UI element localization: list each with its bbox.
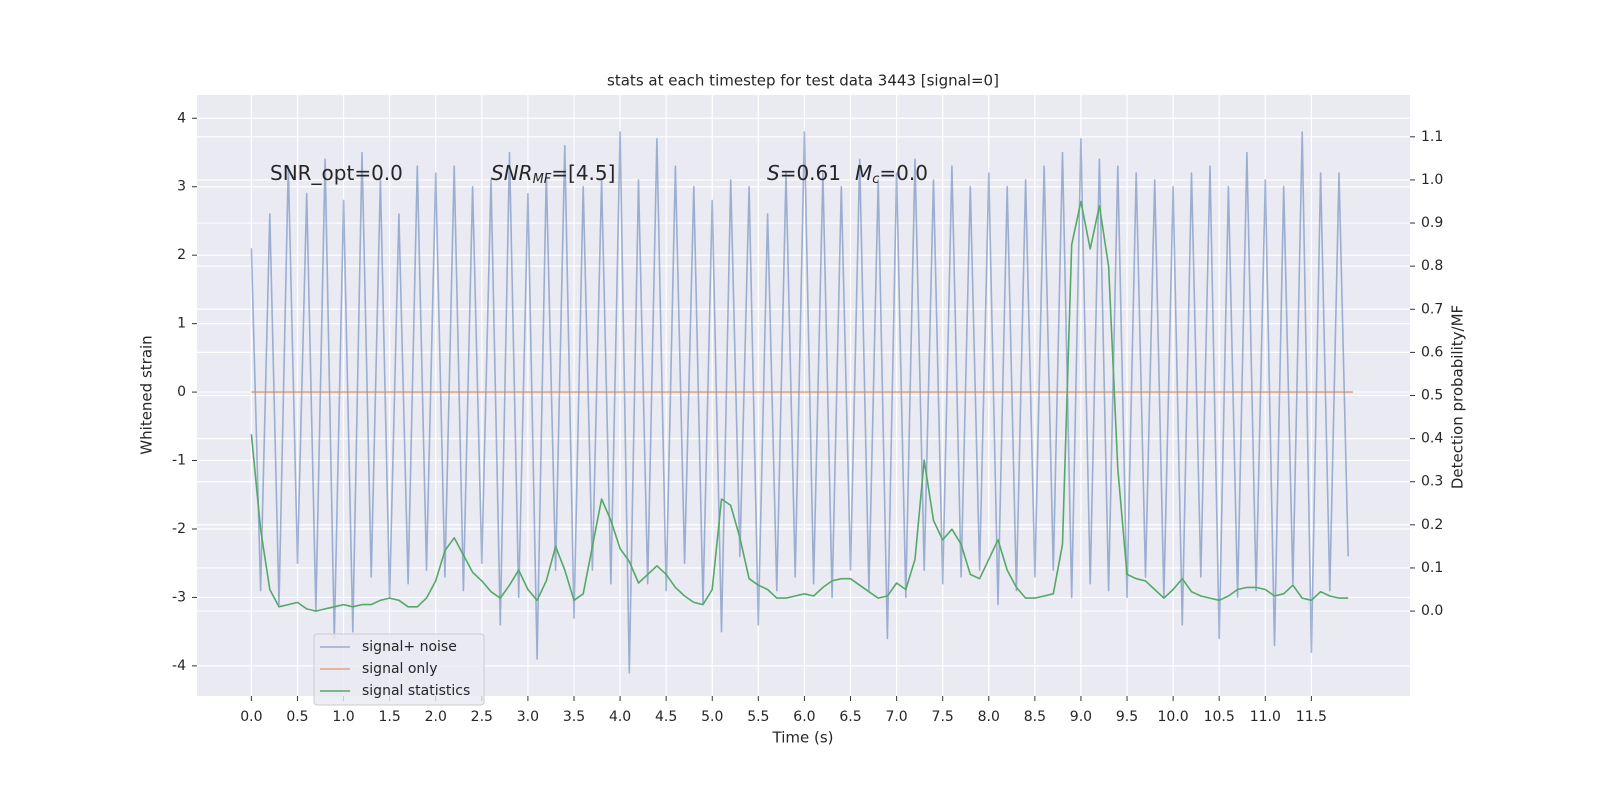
x-tick-label: 9.5 bbox=[1116, 709, 1138, 725]
x-tick-label: 6.0 bbox=[793, 709, 815, 725]
y-tick-label: 3 bbox=[177, 179, 186, 195]
y2-tick-label: 0.9 bbox=[1421, 215, 1443, 231]
x-tick-label: 0.5 bbox=[286, 709, 308, 725]
y-tick-label: -3 bbox=[172, 589, 186, 605]
x-tick-label: 9.0 bbox=[1070, 709, 1092, 725]
legend-label: signal statistics bbox=[362, 683, 470, 699]
y2-tick-label: 0.6 bbox=[1421, 344, 1443, 360]
x-tick-label: 11.5 bbox=[1296, 709, 1327, 725]
y2-tick-label: 1.1 bbox=[1421, 129, 1443, 145]
y-tick-label: 1 bbox=[177, 316, 186, 332]
x-tick-label: 2.0 bbox=[425, 709, 447, 725]
y2-tick-label: 0.5 bbox=[1421, 388, 1443, 404]
x-tick-label: 2.5 bbox=[471, 709, 493, 725]
x-tick-label: 7.5 bbox=[932, 709, 954, 725]
series-line bbox=[250, 200, 1349, 612]
x-tick-label: 5.0 bbox=[701, 709, 723, 725]
y2-tick-label: 0.4 bbox=[1421, 431, 1443, 447]
series-line bbox=[250, 131, 1349, 674]
y2-tick-label: 0.2 bbox=[1421, 517, 1443, 533]
y-tick-label: -2 bbox=[172, 521, 186, 537]
annotation: SNR_opt=0.0 bbox=[270, 161, 403, 185]
x-tick-label: 3.0 bbox=[517, 709, 539, 725]
annotation-part: =0.61 bbox=[780, 161, 841, 185]
annotation-part: SNR bbox=[491, 161, 533, 185]
x-tick-label: 5.5 bbox=[747, 709, 769, 725]
annotation-part: M bbox=[855, 161, 872, 185]
x-axis-label: Time (s) bbox=[772, 729, 834, 747]
x-tick-label: 11.0 bbox=[1250, 709, 1281, 725]
chart-title: stats at each timestep for test data 344… bbox=[607, 72, 999, 90]
y2-tick-label: 1.0 bbox=[1421, 172, 1443, 188]
x-tick-label: 1.0 bbox=[332, 709, 354, 725]
y2-tick-label: 0.1 bbox=[1421, 560, 1443, 576]
annotation: S=0.61 Mc=0.0 bbox=[767, 161, 928, 187]
x-tick-label: 6.5 bbox=[839, 709, 861, 725]
y2-tick-label: 0.3 bbox=[1421, 474, 1443, 490]
annotation: SNRMF=[4.5] bbox=[491, 161, 615, 187]
annotation-part: S bbox=[767, 161, 780, 185]
y-tick-label: 4 bbox=[177, 110, 186, 126]
x-tick-label: 3.5 bbox=[563, 709, 585, 725]
x-tick-label: 10.0 bbox=[1158, 709, 1189, 725]
annotation-part: =[4.5] bbox=[551, 161, 615, 185]
y2-tick-label: 0.8 bbox=[1421, 258, 1443, 274]
legend-label: signal only bbox=[362, 661, 437, 677]
x-tick-label: 4.0 bbox=[609, 709, 631, 725]
y2-axis-label: Detection probability/MF bbox=[1449, 305, 1467, 489]
y-axis-label: Whitened strain bbox=[138, 335, 156, 454]
x-tick-label: 1.5 bbox=[379, 709, 401, 725]
y-tick-label: -1 bbox=[172, 453, 186, 469]
y-tick-label: -4 bbox=[172, 658, 186, 674]
x-tick-label: 7.0 bbox=[885, 709, 907, 725]
y-tick-label: 2 bbox=[177, 247, 186, 263]
annotation-part: MF bbox=[533, 172, 552, 187]
x-tick-label: 8.5 bbox=[1024, 709, 1046, 725]
x-tick-label: 8.0 bbox=[978, 709, 1000, 725]
annotation-part: =0.0 bbox=[879, 161, 928, 185]
y2-tick-label: 0.0 bbox=[1421, 603, 1443, 619]
x-tick-label: 4.5 bbox=[655, 709, 677, 725]
x-tick-label: 0.0 bbox=[240, 709, 262, 725]
annotation-part: c bbox=[872, 172, 879, 187]
legend-label: signal+ noise bbox=[362, 639, 457, 655]
annotation-part: SNR_opt=0.0 bbox=[270, 161, 403, 185]
x-tick-label: 10.5 bbox=[1204, 709, 1235, 725]
legend-box bbox=[313, 633, 485, 706]
y2-tick-label: 0.7 bbox=[1421, 301, 1443, 317]
y-tick-label: 0 bbox=[177, 384, 186, 400]
